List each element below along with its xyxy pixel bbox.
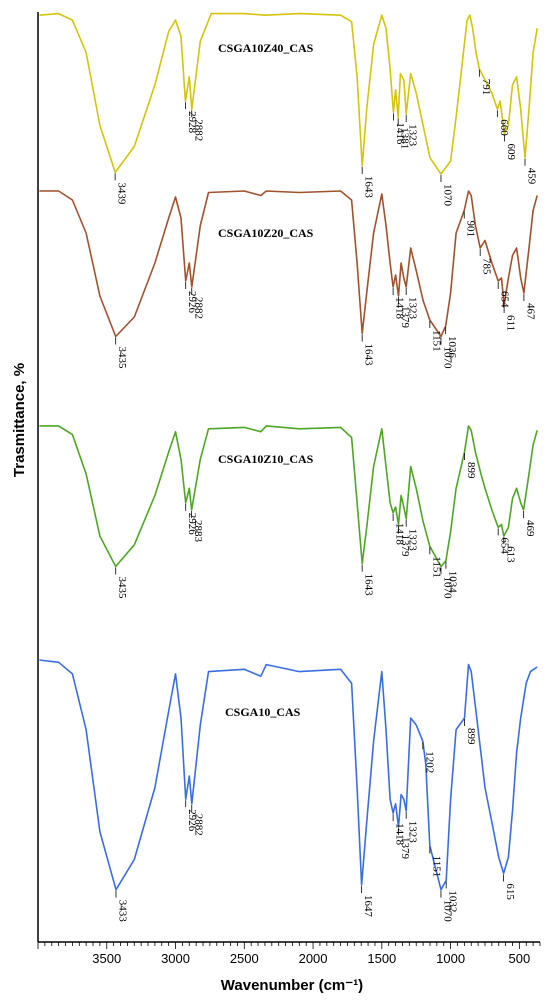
peak-label: 2926 [186,809,198,832]
peak-label: 469 [524,520,536,537]
peak-label: 1643 [363,176,375,199]
peak-label: 3435 [116,577,128,600]
series-layer: CSGA10Z40_CAS343929282882164314161381132… [39,12,538,923]
peak-label: 1034 [446,571,458,594]
peak-label: 1643 [363,344,375,367]
series-line [39,659,538,891]
peak-label: 467 [524,303,536,320]
plot-frame [37,12,540,943]
peak-label: 2882 [192,297,204,319]
peak-label: 1202 [423,751,435,773]
peak-label: 1379 [399,535,411,558]
peak-label: 1070 [442,577,454,600]
peak-label: 615 [504,883,516,900]
peak-label: 901 [465,221,477,238]
x-tick-label: 500 [509,951,531,966]
x-axis-ticks: 3500 3000 2500 2000 1500 1000 500 [37,942,541,966]
peak-label: 785 [481,258,493,275]
peak-label: 1151 [430,556,442,578]
peak-label: 791 [480,79,492,96]
peak-label: 2882 [192,814,204,836]
x-tick-label: 2500 [230,951,259,966]
peak-label: 1323 [407,124,419,147]
peak-label: 1070 [442,347,454,370]
series-line [39,425,538,568]
peak-label: 1418 [394,523,406,546]
peak-label: 3433 [117,900,129,923]
peak-label: 1151 [430,330,442,352]
peak-label: 611 [505,315,517,331]
x-tick-label: 3000 [161,951,190,966]
peak-label: 1070 [442,900,454,923]
series-label: CSGA10Z20_CAS [218,226,314,240]
peak-label: 459 [526,168,538,185]
peak-label: 1418 [394,823,406,846]
peak-label: 2926 [186,513,198,536]
peak-label: 1643 [363,574,375,597]
x-tick-label: 2000 [299,951,328,966]
x-tick-label: 1500 [367,951,396,966]
peak-label: 1036 [446,336,458,359]
peak-label: 1323 [407,821,419,844]
peak-label: 1323 [407,529,419,552]
peak-label: 1416 [394,122,406,144]
peak-label: 1070 [442,184,454,207]
peak-label: 2928 [186,111,198,134]
peak-label: 1379 [399,837,411,860]
peak-label: 609 [505,144,517,161]
x-tick-label: 1000 [436,951,465,966]
series-line [39,190,538,338]
series-label: CSGA10Z10_CAS [218,452,314,466]
peak-label: 613 [504,546,516,563]
peak-label: 654 [499,291,511,308]
series-label: CSGA10_CAS [225,705,301,719]
peak-label: 1379 [399,306,411,329]
peak-label: 654 [499,537,511,554]
peak-label: 1381 [399,127,411,149]
series-label: CSGA10Z40_CAS [218,41,314,55]
x-axis-title: Wavenumber (cm⁻¹) [221,977,363,994]
peak-label: 1323 [407,297,419,320]
peak-label: 660 [498,119,510,136]
peak-label: 1647 [362,895,374,918]
peak-label: 1032 [447,890,459,912]
peak-label: 2882 [192,119,204,141]
peak-label: 3439 [116,182,128,205]
peak-label: 1151 [430,856,442,878]
peak-label: 2883 [192,520,204,543]
series-line [39,12,538,175]
peak-label: 3435 [116,347,128,370]
x-tick-label: 3500 [92,951,121,966]
peak-label: 899 [465,462,477,479]
y-axis-title: Trasmittance, % [11,363,28,477]
peak-label: 899 [465,728,477,745]
peak-label: 1418 [394,297,406,320]
peak-label: 2926 [186,291,198,314]
